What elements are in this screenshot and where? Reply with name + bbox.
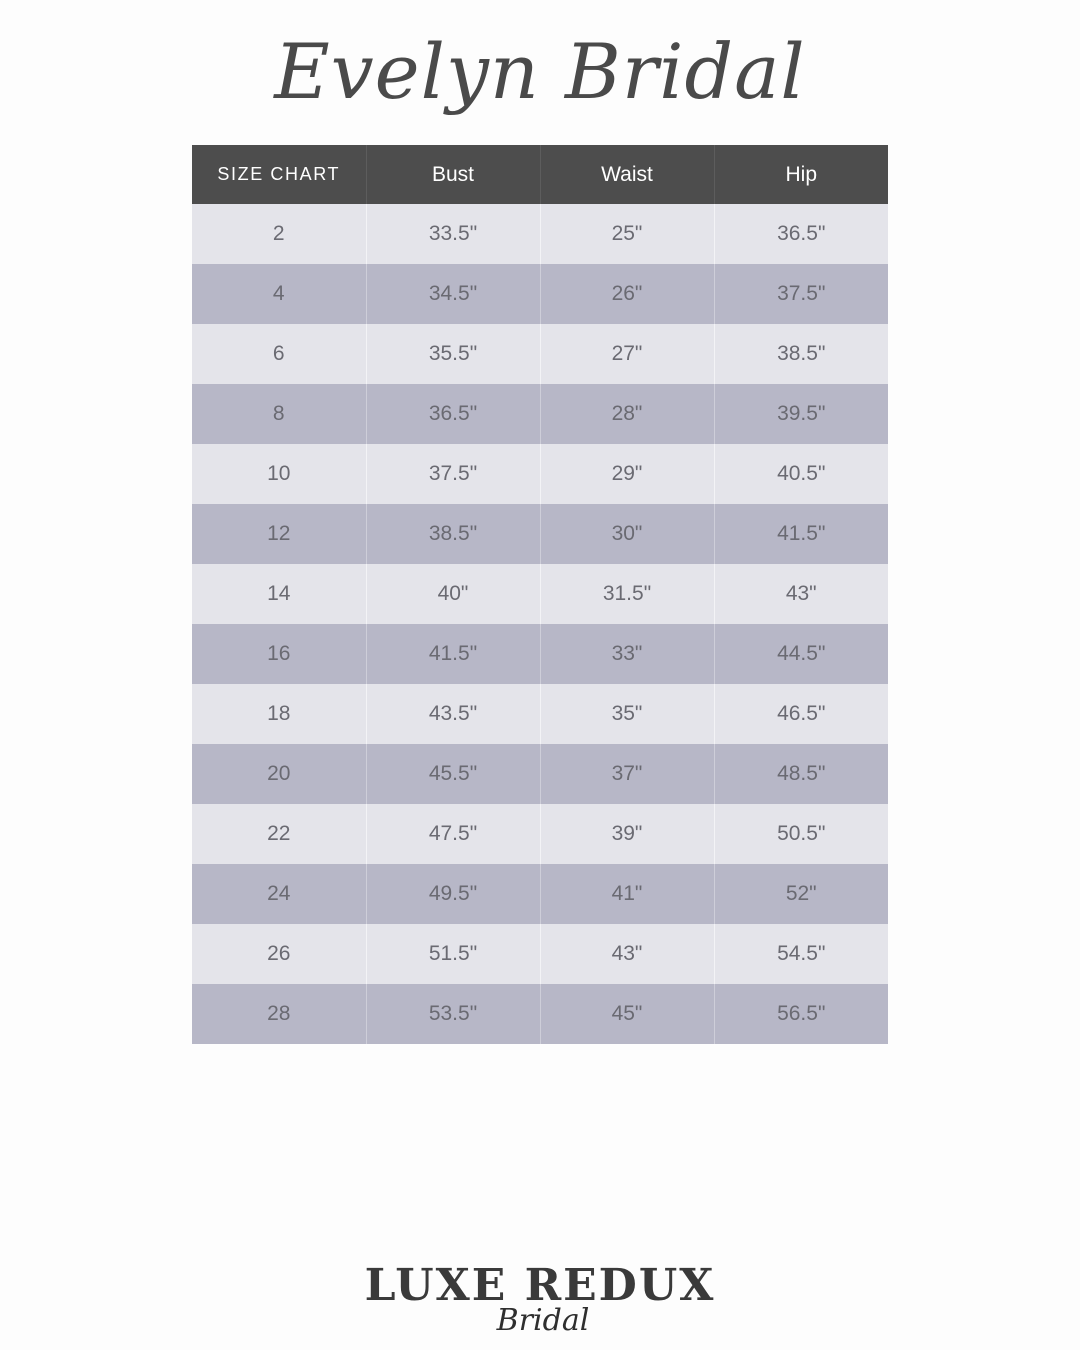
- cell-bust: 33.5": [366, 204, 541, 264]
- cell-waist: 39": [540, 804, 715, 864]
- table-row: 28 53.5" 45" 56.5": [192, 984, 888, 1044]
- cell-size: 14: [192, 564, 367, 624]
- brand-title-text: Evelyn Bridal: [272, 27, 806, 116]
- cell-size: 6: [192, 324, 367, 384]
- table-row: 4 34.5" 26" 37.5": [192, 264, 888, 324]
- table-row: 2 33.5" 25" 36.5": [192, 204, 888, 264]
- cell-bust: 43.5": [366, 684, 541, 744]
- cell-hip: 46.5": [714, 684, 888, 744]
- cell-bust: 35.5": [366, 324, 541, 384]
- cell-hip: 54.5": [714, 924, 888, 984]
- cell-bust: 47.5": [366, 804, 541, 864]
- cell-waist: 37": [540, 744, 715, 804]
- cell-hip: 41.5": [714, 504, 888, 564]
- cell-waist: 35": [540, 684, 715, 744]
- cell-waist: 25": [540, 204, 715, 264]
- cell-waist: 29": [540, 444, 715, 504]
- column-header-bust: Bust: [366, 145, 541, 204]
- table-row: 12 38.5" 30" 41.5": [192, 504, 888, 564]
- cell-waist: 26": [540, 264, 715, 324]
- brand-title: Evelyn Bridal: [0, 27, 1080, 126]
- cell-waist: 33": [540, 624, 715, 684]
- table-header-row: SIZE CHART Bust Waist Hip: [192, 145, 888, 204]
- table-row: 22 47.5" 39" 50.5": [192, 804, 888, 864]
- footer-logo-graphic: LUXE REDUX Bridal: [365, 1260, 714, 1338]
- table-row: 14 40" 31.5" 43": [192, 564, 888, 624]
- cell-hip: 56.5": [714, 984, 888, 1044]
- cell-waist: 41": [540, 864, 715, 924]
- footer-logo-main-text: LUXE REDUX: [365, 1260, 716, 1311]
- cell-bust: 49.5": [366, 864, 541, 924]
- cell-hip: 44.5": [714, 624, 888, 684]
- table-header: SIZE CHART Bust Waist Hip: [192, 145, 888, 204]
- cell-hip: 40.5": [714, 444, 888, 504]
- cell-bust: 45.5": [366, 744, 541, 804]
- cell-bust: 37.5": [366, 444, 541, 504]
- cell-size: 24: [192, 864, 367, 924]
- cell-hip: 43": [714, 564, 888, 624]
- table-row: 26 51.5" 43" 54.5": [192, 924, 888, 984]
- cell-size: 10: [192, 444, 367, 504]
- table-row: 10 37.5" 29" 40.5": [192, 444, 888, 504]
- cell-hip: 38.5": [714, 324, 888, 384]
- table-row: 18 43.5" 35" 46.5": [192, 684, 888, 744]
- column-header-size: SIZE CHART: [192, 145, 367, 204]
- table-row: 24 49.5" 41" 52": [192, 864, 888, 924]
- cell-size: 20: [192, 744, 367, 804]
- column-header-hip: Hip: [714, 145, 888, 204]
- cell-hip: 48.5": [714, 744, 888, 804]
- cell-size: 12: [192, 504, 367, 564]
- footer-logo: LUXE REDUX Bridal: [0, 1258, 1080, 1342]
- cell-hip: 52": [714, 864, 888, 924]
- cell-bust: 38.5": [366, 504, 541, 564]
- cell-bust: 36.5": [366, 384, 541, 444]
- cell-waist: 28": [540, 384, 715, 444]
- cell-waist: 27": [540, 324, 715, 384]
- table-row: 8 36.5" 28" 39.5": [192, 384, 888, 444]
- cell-size: 28: [192, 984, 367, 1044]
- table-row: 6 35.5" 27" 38.5": [192, 324, 888, 384]
- size-chart-table-container: SIZE CHART Bust Waist Hip 2 33.5" 25" 36…: [192, 145, 888, 1044]
- column-header-waist: Waist: [540, 145, 715, 204]
- cell-waist: 45": [540, 984, 715, 1044]
- cell-size: 18: [192, 684, 367, 744]
- cell-size: 26: [192, 924, 367, 984]
- cell-size: 16: [192, 624, 367, 684]
- table-row: 20 45.5" 37" 48.5": [192, 744, 888, 804]
- cell-hip: 39.5": [714, 384, 888, 444]
- cell-size: 2: [192, 204, 367, 264]
- cell-waist: 43": [540, 924, 715, 984]
- cell-waist: 31.5": [540, 564, 715, 624]
- cell-bust: 40": [366, 564, 541, 624]
- cell-size: 4: [192, 264, 367, 324]
- cell-waist: 30": [540, 504, 715, 564]
- cell-hip: 36.5": [714, 204, 888, 264]
- table-body: 2 33.5" 25" 36.5" 4 34.5" 26" 37.5" 6 35…: [192, 204, 888, 1044]
- footer-logo-sub-text: Bridal: [496, 1303, 590, 1338]
- cell-hip: 50.5": [714, 804, 888, 864]
- brand-title-script: Evelyn Bridal: [272, 27, 805, 116]
- cell-size: 22: [192, 804, 367, 864]
- cell-size: 8: [192, 384, 367, 444]
- cell-bust: 51.5": [366, 924, 541, 984]
- cell-bust: 53.5": [366, 984, 541, 1044]
- size-chart-table: SIZE CHART Bust Waist Hip 2 33.5" 25" 36…: [192, 145, 888, 1044]
- cell-hip: 37.5": [714, 264, 888, 324]
- cell-bust: 41.5": [366, 624, 541, 684]
- cell-bust: 34.5": [366, 264, 541, 324]
- table-row: 16 41.5" 33" 44.5": [192, 624, 888, 684]
